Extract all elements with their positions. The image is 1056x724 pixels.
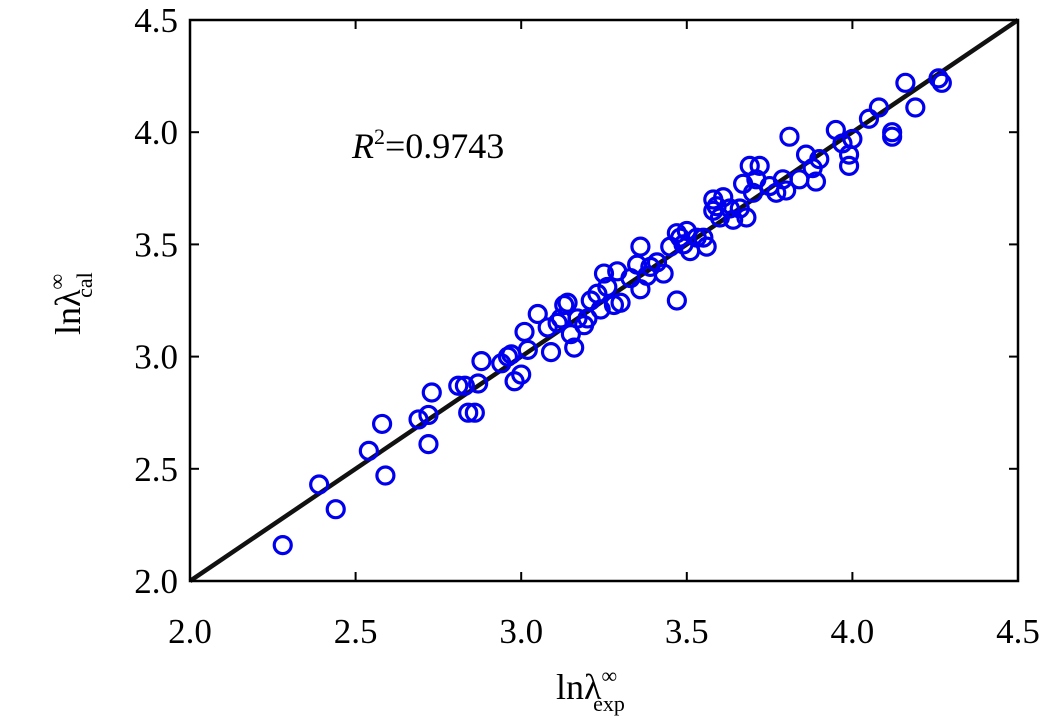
data-point: [464, 402, 485, 423]
data-point: [776, 180, 797, 201]
x-tick-label: 2.0: [168, 612, 212, 651]
data-point: [597, 276, 618, 298]
data-point: [537, 317, 558, 338]
data-point: [653, 263, 674, 284]
data-point: [511, 364, 532, 385]
y-tick-label: 4.0: [134, 113, 178, 152]
data-point: [454, 375, 475, 396]
data-point: [458, 402, 479, 423]
data-point: [905, 97, 926, 118]
data-point: [742, 182, 764, 203]
data-point: [610, 292, 631, 313]
data-point: [882, 126, 903, 147]
data-point: [809, 149, 830, 170]
data-point: [471, 350, 492, 372]
data-point: [895, 72, 916, 93]
y-tick-label: 3.0: [134, 338, 178, 377]
x-tick-label: 3.5: [665, 612, 709, 651]
data-point: [371, 413, 393, 435]
x-tick-label: 2.5: [334, 612, 378, 651]
data-point: [540, 342, 562, 363]
data-point: [719, 198, 740, 219]
data-point: [749, 155, 770, 176]
y-tick-label: 2.5: [134, 450, 178, 489]
x-axis-title: lnλ∞ exp: [556, 663, 625, 716]
data-point: [547, 312, 568, 334]
data-point: [421, 382, 442, 403]
data-point: [309, 474, 330, 495]
data-point: [408, 409, 429, 430]
data-point: [358, 440, 379, 461]
y-axis-title: lnλ∞ cal: [44, 272, 97, 335]
data-point: [557, 292, 578, 313]
y-tick-label: 4.5: [134, 1, 178, 40]
x-tick-label: 4.5: [996, 612, 1040, 651]
data-point: [842, 128, 863, 150]
data-point: [696, 236, 717, 257]
data-point: [858, 108, 880, 129]
data-point: [325, 499, 346, 520]
data-point: [590, 299, 611, 320]
data-point: [375, 465, 396, 486]
y-tick-label: 2.0: [134, 562, 178, 601]
data-point: [736, 207, 757, 228]
y-tick-label: 3.5: [134, 225, 178, 264]
axes: 2.0 2.5 3.0 3.5 4.0 4.5 2.0 2.5 3.0 3.5 4.0 4.5: [134, 1, 1040, 651]
data-points: [272, 68, 952, 556]
data-point: [805, 171, 827, 192]
r-squared-annotation: R2=0.9743: [351, 124, 504, 166]
data-point: [630, 236, 651, 257]
data-point: [448, 375, 469, 396]
data-point: [418, 404, 439, 426]
data-point: [928, 68, 949, 89]
data-point: [779, 126, 800, 147]
data-point: [272, 534, 293, 556]
x-tick-label: 4.0: [831, 612, 875, 651]
data-point: [868, 97, 889, 118]
data-point: [666, 290, 687, 311]
data-point: [593, 263, 615, 284]
plot-frame: [188, 18, 1020, 583]
x-tick-label: 3.0: [499, 612, 543, 651]
data-point: [931, 72, 952, 93]
data-point: [418, 434, 439, 455]
data-point: [517, 339, 538, 360]
data-point: [693, 227, 714, 248]
data-point: [468, 373, 489, 394]
data-point: [527, 303, 548, 325]
data-point: [838, 155, 860, 176]
data-point: [564, 337, 585, 358]
